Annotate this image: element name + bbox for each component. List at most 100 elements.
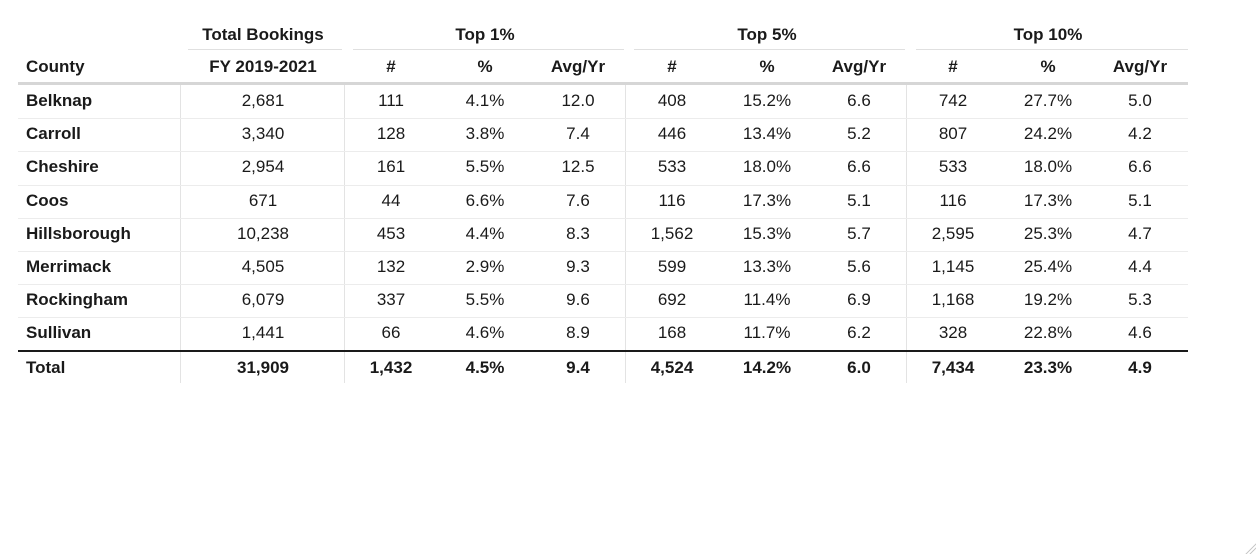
group-header: Top 10% [1013,25,1083,44]
table-cell: 44 [381,190,401,210]
table-cell: 5.1 [847,190,871,210]
table-cell: 5.2 [847,124,871,144]
table-cell: 6.6 [847,91,871,110]
column-separator [906,85,907,383]
table-cell: 168 [657,323,687,343]
table-cell: 9.3 [566,257,590,276]
table-cell: 4.6% [465,323,505,343]
table-cell: 8.9 [566,323,590,343]
row-divider [18,184,1188,186]
table-cell: 7.4 [566,124,590,144]
table-cell: 11.4% [743,290,791,310]
column-separator [344,85,345,383]
table-cell: 6.6% [465,190,505,210]
table-cell: 533 [657,157,687,177]
column-header: FY 2019-2021 [209,57,317,76]
column-header: % [477,57,493,76]
column-header: County [26,57,85,76]
table-cell: 692 [657,290,687,310]
group-header: Top 1% [455,25,515,44]
table-cell: 7.6 [566,190,590,210]
table-cell: 4.6 [1128,323,1152,343]
table-cell: 132 [376,257,406,276]
table-cell: 328 [938,323,968,343]
column-header: Avg/Yr [1112,57,1168,76]
table-cell: 337 [376,290,406,310]
table-cell: 6.6 [847,157,871,177]
table-cell: 6.6 [1128,157,1152,177]
table-cell: 2,595 [931,223,975,243]
county-name: Carroll [26,124,81,144]
column-header: # [386,57,396,76]
total-cell: 4,524 [650,358,694,377]
table-cell: 13.3% [742,257,792,276]
table-cell: 1,145 [931,257,975,276]
table-cell: 1,168 [931,290,975,310]
table-cell: 8.3 [566,223,590,243]
table-cell: 13.4% [742,124,792,144]
table-cell: 12.5 [561,157,595,177]
group-header: Top 5% [737,25,797,44]
county-name: Rockingham [26,290,129,310]
table-cell: 19.2% [1023,290,1073,310]
table-cell: 453 [376,223,406,243]
table-cell: 4.4% [465,223,505,243]
group-underline [188,49,342,50]
table-cell: 12.0 [561,91,595,110]
table-cell: 533 [938,157,968,177]
total-cell: 6.0 [847,358,871,377]
table-cell: 116 [939,190,967,210]
table-cell: 22.8% [1023,323,1073,343]
total-cell: 14.2% [742,358,792,377]
table-cell: 4.7 [1128,223,1152,243]
table-cell: 4,505 [241,257,285,276]
table-cell: 15.3% [742,223,792,243]
column-separator [180,85,181,383]
table-cell: 18.0% [1023,157,1073,177]
table-cell: 5.5% [465,157,505,177]
table-cell: 15.2% [742,91,792,110]
table-cell: 1,441 [241,323,285,343]
county-name: Cheshire [26,157,99,177]
table-cell: 25.3% [1023,223,1073,243]
table-cell: 599 [657,257,687,276]
table-cell: 5.6 [847,257,871,276]
table-cell: 5.7 [847,223,871,243]
table-cell: 4.4 [1128,257,1152,276]
county-name: Belknap [26,91,93,110]
table-cell: 128 [376,124,406,144]
table-cell: 10,238 [237,223,289,243]
total-cell: 31,909 [237,358,289,377]
table-cell: 116 [658,190,686,210]
county-name: Sullivan [26,323,92,343]
total-cell: 4.5% [465,358,505,377]
row-divider [18,151,1188,153]
table-cell: 5.1 [1128,190,1152,210]
table-cell: 11.7% [743,323,791,343]
total-cell: 4.9 [1128,358,1152,377]
table-cell: 1,562 [650,223,694,243]
table-cell: 4.1% [465,91,505,110]
table-cell: 25.4% [1023,257,1073,276]
table-cell: 66 [381,323,401,343]
total-cell: 9.4 [566,358,590,377]
table-cell: 446 [657,124,687,144]
group-underline [634,49,905,50]
resize-handle-icon[interactable] [1244,542,1256,554]
table-cell: 2,954 [241,157,285,177]
table-cell: 3,340 [241,124,285,144]
table-cell: 3.8% [465,124,505,144]
table-cell: 807 [938,124,968,144]
table-cell: 6,079 [241,290,285,310]
table-cell: 17.3% [742,190,792,210]
county-name: Coos [26,190,69,210]
table-cell: 18.0% [742,157,792,177]
table-cell: 742 [938,91,968,110]
county-name: Merrimack [26,257,112,276]
table-cell: 27.7% [1023,91,1073,110]
group-underline [916,49,1188,50]
group-header: Total Bookings [202,25,324,44]
group-underline [353,49,624,50]
table-cell: 2.9% [465,257,505,276]
table-cell: 161 [376,157,406,177]
